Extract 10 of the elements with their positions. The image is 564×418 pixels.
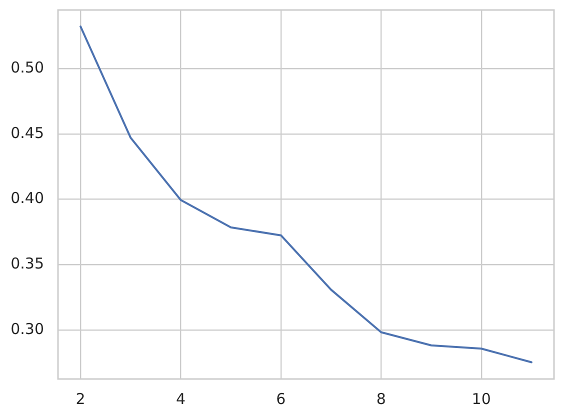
y-tick-label: 0.35 [10,254,44,273]
x-tick-label: 10 [472,390,491,408]
x-tick-label: 8 [376,390,386,408]
y-tick-label: 0.50 [10,58,44,76]
x-tick-label: 2 [76,390,86,408]
x-tick-label: 4 [176,390,186,408]
y-tick-label: 0.45 [10,124,44,142]
y-tick-label: 0.30 [10,320,44,338]
x-tick-label: 6 [276,390,286,408]
y-tick-label: 0.40 [10,189,44,208]
